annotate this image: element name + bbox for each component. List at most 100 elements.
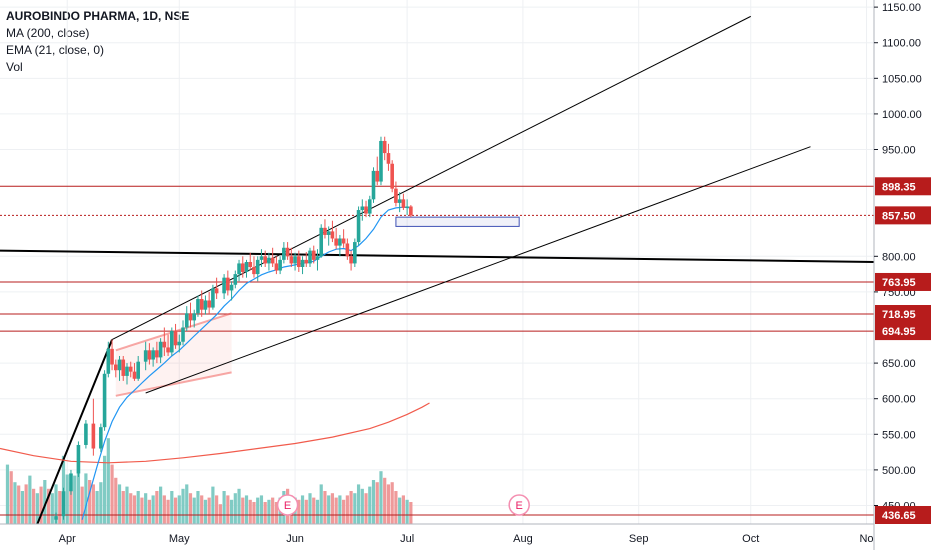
candle-body	[128, 366, 133, 372]
symbol-title[interactable]: AUROBINDO PHARMA, 1D, NSE	[6, 9, 190, 23]
volume-bar	[76, 458, 81, 524]
volume-bar	[342, 499, 346, 524]
candle-body	[285, 247, 290, 257]
volume-bar	[147, 499, 152, 524]
candle-body	[244, 262, 249, 272]
price-level-badge	[875, 322, 931, 341]
flag-channel-lower	[115, 371, 232, 397]
volume-bar	[207, 497, 211, 524]
candle-body	[84, 423, 88, 445]
candle-body	[184, 313, 189, 328]
volume-bar	[84, 473, 88, 524]
candle-body	[300, 259, 305, 267]
volume-bar	[43, 480, 47, 524]
candle-body	[143, 350, 148, 362]
candle-body	[267, 257, 271, 264]
volume-bar	[401, 495, 405, 524]
price-level-badge	[875, 206, 931, 225]
candle-body	[132, 371, 137, 379]
volume-bar	[162, 495, 166, 524]
volume-bar	[91, 484, 95, 524]
price-axis-label: 1050.00	[882, 73, 922, 85]
candle-body	[364, 206, 368, 214]
candle-body	[278, 259, 282, 271]
trend-line	[145, 146, 811, 394]
time-axis-label: Aug	[513, 533, 533, 545]
candle-body	[110, 348, 114, 365]
indicator-ma[interactable]: MA (200, close)	[6, 26, 90, 40]
indicator-ema[interactable]: EMA (21, close, 0)	[6, 43, 105, 57]
volume-bar	[181, 488, 185, 524]
trend-line	[0, 249, 875, 263]
candle-body	[386, 153, 391, 164]
earnings-marker	[276, 494, 299, 516]
time-axis-label: No	[859, 533, 873, 545]
volume-bar	[155, 491, 159, 524]
volume-bar	[259, 495, 264, 524]
candle-body	[330, 231, 335, 239]
volume-bar	[405, 499, 409, 524]
price-axis-label: 600.00	[882, 394, 916, 406]
price-level-badge-label: 694.95	[882, 326, 916, 338]
time-axis-label: Jun	[286, 533, 304, 545]
volume-bar	[196, 491, 200, 524]
volume-bar	[65, 474, 69, 524]
volume-bar	[35, 493, 39, 524]
volume-bar	[20, 491, 25, 524]
candle-body	[353, 242, 357, 264]
candle-body	[334, 238, 338, 246]
candle-body	[113, 364, 118, 371]
volume-bar	[390, 482, 394, 524]
volume-bar	[312, 497, 316, 524]
volume-bar	[200, 495, 204, 524]
candle-body	[54, 516, 58, 520]
volume-bar	[69, 482, 73, 524]
candle-body	[367, 199, 372, 214]
candle-body	[345, 243, 350, 257]
volume-bar	[9, 471, 13, 524]
trend-line	[111, 15, 751, 341]
volume-bar	[398, 497, 402, 524]
volume-bar	[24, 484, 28, 524]
volume-bar	[353, 493, 357, 524]
volume-bar	[345, 495, 349, 524]
volume-bar	[274, 502, 278, 524]
candle-body	[240, 263, 245, 272]
candle-body	[170, 331, 174, 353]
volume-bar	[144, 493, 148, 524]
volume-bar	[54, 484, 58, 524]
candle-body	[360, 206, 365, 211]
candle-body	[177, 341, 182, 346]
trend-line	[36, 339, 113, 525]
volume-bar	[256, 497, 260, 524]
candle-body	[289, 256, 294, 264]
candle-body	[270, 257, 275, 264]
volume-bar	[211, 486, 215, 524]
volume-bar	[327, 495, 331, 524]
volume-bar	[121, 491, 125, 524]
candle-body	[226, 277, 230, 291]
candle-body	[338, 238, 342, 246]
candle-body	[125, 366, 129, 376]
volume-bar	[129, 493, 133, 524]
candle-body	[214, 288, 219, 294]
volume-bar	[226, 495, 230, 524]
volume-bar	[5, 464, 10, 524]
volume-bar	[46, 488, 51, 524]
price-axis-label: 500.00	[882, 465, 916, 477]
price-level-badge-label: 436.65	[882, 510, 916, 522]
indicator-vol[interactable]: Vol	[6, 60, 23, 74]
price-axis-label: 1100.00	[882, 38, 921, 50]
volume-bar	[17, 485, 21, 524]
price-axis-label: 1150.00	[882, 2, 921, 14]
volume-bar	[263, 502, 267, 524]
price-level-badge-label: 718.95	[882, 309, 916, 321]
candle-body	[356, 210, 361, 243]
volume-bar	[364, 493, 368, 524]
candle-body	[136, 361, 140, 379]
candle-body	[233, 274, 238, 285]
candle-body	[263, 256, 267, 264]
candle-body	[371, 170, 376, 200]
candle-body	[315, 256, 320, 260]
